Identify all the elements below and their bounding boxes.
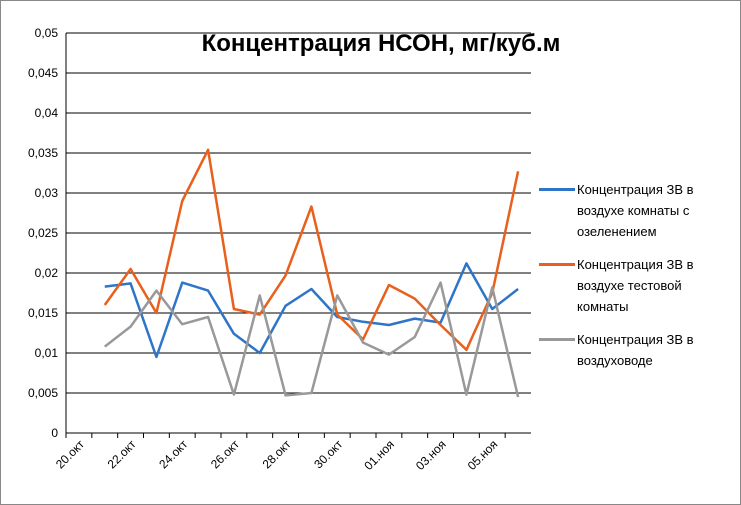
legend-item: Концентрация ЗВ в воздухе комнаты с озел… [539, 179, 734, 242]
y-tick-label: 0,03 [35, 186, 59, 200]
legend-item: Концентрация ЗВ в воздухе тестовой комна… [539, 254, 734, 317]
y-tick-label: 0,02 [35, 266, 59, 280]
x-tick-label: 20.окт [53, 437, 87, 471]
x-tick-label: 30.окт [311, 437, 345, 471]
series-line [104, 262, 519, 359]
y-tick-label: 0 [51, 426, 58, 440]
y-tick-label: 0,015 [28, 306, 58, 320]
x-tick-label: 28.окт [260, 437, 294, 471]
legend-label: Концентрация ЗВ в воздухе тестовой комна… [577, 257, 694, 314]
y-tick-label: 0,045 [28, 66, 58, 80]
x-tick-label: 24.окт [156, 437, 190, 471]
y-tick-label: 0,05 [35, 26, 59, 40]
y-tick-label: 0,04 [35, 106, 59, 120]
x-tick-label: 22.окт [105, 437, 139, 471]
y-tick-label: 0,005 [28, 386, 58, 400]
y-tick-label: 0,035 [28, 146, 58, 160]
legend-swatch [539, 338, 575, 341]
legend-label: Концентрация ЗВ в воздухе комнаты с озел… [577, 182, 694, 239]
y-tick-label: 0,025 [28, 226, 58, 240]
y-tick-label: 0,01 [35, 346, 59, 360]
series-line [103, 281, 520, 398]
series-line [103, 148, 520, 352]
legend-swatch [539, 263, 575, 266]
legend-item: Концентрация ЗВ в воздуховоде [539, 329, 734, 371]
x-tick-label: 26.окт [208, 437, 242, 471]
x-tick-label: 01.ноя [361, 437, 397, 473]
legend: Концентрация ЗВ в воздухе комнаты с озел… [539, 179, 734, 383]
legend-label: Концентрация ЗВ в воздуховоде [577, 332, 694, 368]
x-tick-label: 05.ноя [465, 437, 501, 473]
x-tick-label: 03.ноя [413, 437, 449, 473]
chart-title: Концентрация НСОН, мг/куб.м [202, 30, 561, 57]
legend-swatch [539, 188, 575, 191]
